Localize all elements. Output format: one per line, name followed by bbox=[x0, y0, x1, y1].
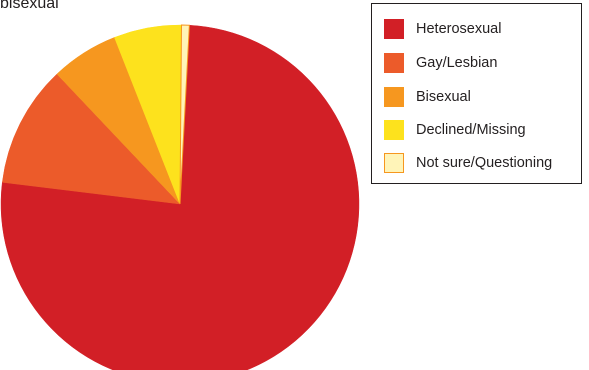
legend-label-bisexual: Bisexual bbox=[416, 89, 471, 105]
chart-title-fragment: bisexual bbox=[0, 0, 59, 12]
legend-swatch-declined-missing bbox=[384, 120, 404, 140]
legend-item-gay-lesbian: Gay/Lesbian bbox=[384, 53, 497, 73]
legend-swatch-gay-lesbian bbox=[384, 53, 404, 73]
legend-label-not-sure-questioning: Not sure/Questioning bbox=[416, 155, 553, 171]
legend-swatch-not-sure-questioning bbox=[384, 153, 404, 173]
pie-slices bbox=[0, 24, 360, 370]
legend-swatch-heterosexual bbox=[384, 19, 404, 39]
pie-slice-heterosexual bbox=[0, 24, 360, 370]
legend-label-gay-lesbian: Gay/Lesbian bbox=[416, 55, 498, 71]
legend-label-heterosexual: Heterosexual bbox=[416, 21, 502, 37]
pie-slice-not-sure-questioning bbox=[179, 24, 190, 205]
legend-swatch-bisexual bbox=[384, 87, 404, 107]
pie-slice-gay-lesbian bbox=[2, 73, 181, 205]
legend-item-heterosexual: Heterosexual bbox=[384, 19, 501, 39]
legend-label-declined-missing: Declined/Missing bbox=[416, 122, 526, 138]
legend-item-not-sure-questioning: Not sure/Questioning bbox=[384, 153, 552, 173]
legend-item-bisexual: Bisexual bbox=[384, 87, 471, 107]
chart-legend: Heterosexual Gay/Lesbian Bisexual Declin… bbox=[371, 3, 582, 184]
legend-item-declined-missing: Declined/Missing bbox=[384, 120, 526, 140]
